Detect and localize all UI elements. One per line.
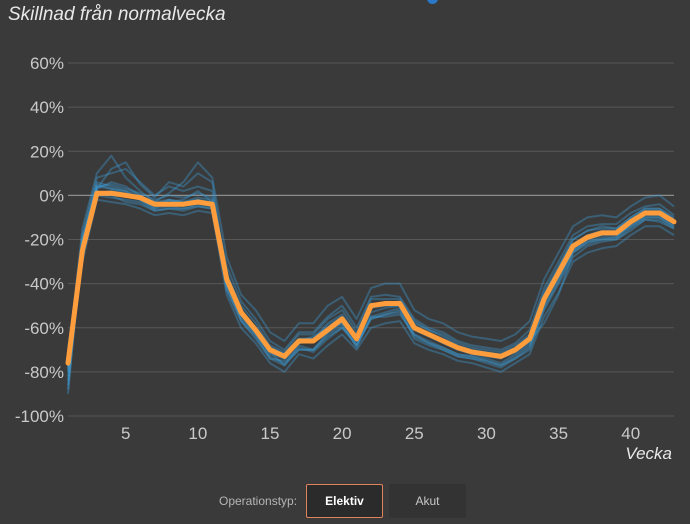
x-axis-label: Vecka (625, 444, 672, 463)
x-tick-label: 30 (477, 424, 496, 443)
series-line (67, 198, 675, 373)
series-line (67, 161, 675, 390)
highlight-series-line (65, 190, 677, 366)
x-tick-label: 5 (121, 424, 130, 443)
series-line (67, 183, 675, 351)
akut-button[interactable]: Akut (389, 484, 466, 518)
y-tick-label: 20% (30, 142, 64, 161)
y-tick-label: -80% (24, 363, 64, 382)
x-tick-label: 40 (621, 424, 640, 443)
series-line (67, 181, 675, 377)
y-tick-label: -20% (24, 231, 64, 250)
y-tick-label: -60% (24, 319, 64, 338)
series-line (67, 181, 675, 355)
chart-title: Skillnad från normalvecka (8, 4, 226, 25)
operation-type-label: Operationstyp: (219, 494, 298, 508)
series-line (67, 190, 675, 381)
x-tick-label: 25 (405, 424, 424, 443)
x-tick-label: 20 (333, 424, 352, 443)
y-tick-label: 60% (30, 54, 64, 73)
x-tick-label: 15 (261, 424, 280, 443)
x-tick-label: 35 (549, 424, 568, 443)
top-indicator-dot (427, 0, 438, 4)
y-tick-label: 40% (30, 98, 64, 117)
line-chart: 60% 40% 20% 0% -20% -40% -60% -80% -100% 5 10 15 20 2… (15, 54, 677, 463)
y-tick-label: -40% (24, 275, 64, 294)
series-line (67, 154, 675, 359)
y-tick-label: -100% (15, 407, 64, 426)
x-tick-label: 10 (188, 424, 207, 443)
operation-type-control: Operationstyp: Elektiv Akut (0, 484, 690, 520)
y-tick-label: 0% (39, 186, 64, 205)
series-line (67, 194, 675, 367)
elektiv-button[interactable]: Elektiv (306, 484, 383, 518)
